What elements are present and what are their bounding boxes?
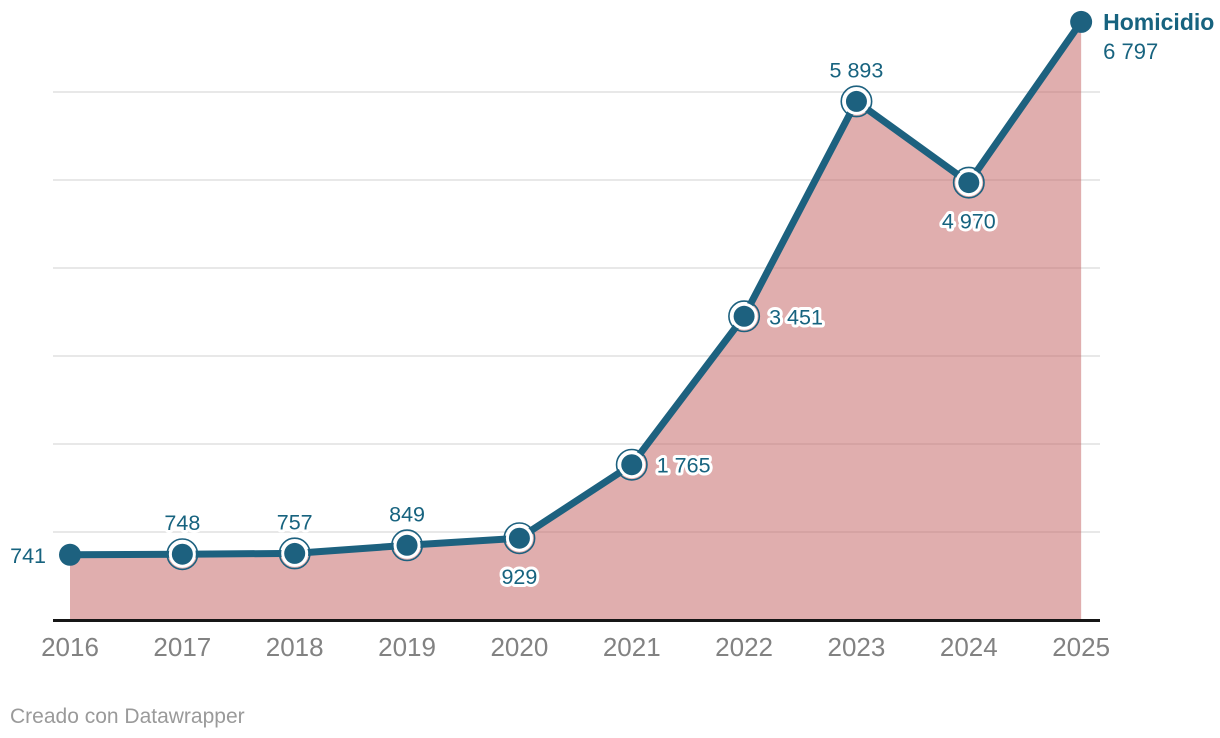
value-label-2018: 757 bbox=[277, 510, 313, 534]
value-label-2022: 3 451 bbox=[769, 305, 823, 329]
x-axis-label-2018: 2018 bbox=[266, 632, 324, 662]
marker-ring-2019 bbox=[391, 529, 424, 562]
x-axis-label-2017: 2017 bbox=[153, 632, 211, 662]
data-point-2016[interactable] bbox=[59, 543, 81, 566]
marker-ring-2018 bbox=[278, 537, 311, 570]
homicide-trend-chart: 741 748 757 849 929 1 765 3 451 5 893 4 970 Homic… bbox=[10, 8, 1215, 662]
x-axis-label-2025: 2025 bbox=[1052, 632, 1110, 662]
homicidio-line bbox=[66, 18, 1085, 559]
marker-ring-2020 bbox=[503, 522, 536, 555]
data-point-2019[interactable] bbox=[396, 534, 418, 556]
x-axis-label-2021: 2021 bbox=[603, 632, 661, 662]
area-fill bbox=[70, 21, 1082, 621]
data-point-2025[interactable] bbox=[1070, 10, 1093, 33]
value-label-2016: 741 bbox=[10, 544, 46, 568]
data-point-2024[interactable] bbox=[958, 172, 980, 194]
value-label-2024: 4 970 bbox=[942, 210, 996, 234]
data-point-2022[interactable] bbox=[733, 305, 755, 327]
marker-ring-2023 bbox=[840, 85, 873, 118]
value-label-2019: 849 bbox=[389, 502, 425, 526]
value-label-2020: 929 bbox=[501, 565, 537, 589]
marker-ring-2017 bbox=[166, 538, 199, 571]
data-point-2017[interactable] bbox=[171, 543, 193, 565]
series-legend-label: Homicidio bbox=[1103, 9, 1214, 35]
data-point-2018[interactable] bbox=[284, 542, 306, 564]
marker-ring-2022 bbox=[728, 300, 761, 333]
x-axis-label-2019: 2019 bbox=[378, 632, 436, 662]
x-axis-label-2016: 2016 bbox=[41, 632, 99, 662]
data-point-2021[interactable] bbox=[621, 454, 643, 476]
value-label-2023: 5 893 bbox=[830, 58, 884, 82]
data-point-2023[interactable] bbox=[845, 90, 867, 112]
series-legend-value: 6 797 bbox=[1103, 39, 1158, 64]
x-axis-label-2022: 2022 bbox=[715, 632, 773, 662]
x-axis-label-2023: 2023 bbox=[828, 632, 886, 662]
x-axis-label-2020: 2020 bbox=[490, 632, 548, 662]
value-label-2017: 748 bbox=[164, 511, 200, 535]
chart-canvas: 741 748 757 849 929 1 765 3 451 5 893 4 970 Homic… bbox=[10, 8, 1215, 662]
marker-ring-2021 bbox=[615, 448, 648, 481]
value-label-2021: 1 765 bbox=[657, 454, 711, 478]
datawrapper-credit-link[interactable]: Creado con Datawrapper bbox=[10, 705, 245, 728]
x-axis-label-2024: 2024 bbox=[940, 632, 998, 662]
data-point-2020[interactable] bbox=[508, 527, 530, 549]
marker-ring-2024 bbox=[952, 166, 985, 199]
